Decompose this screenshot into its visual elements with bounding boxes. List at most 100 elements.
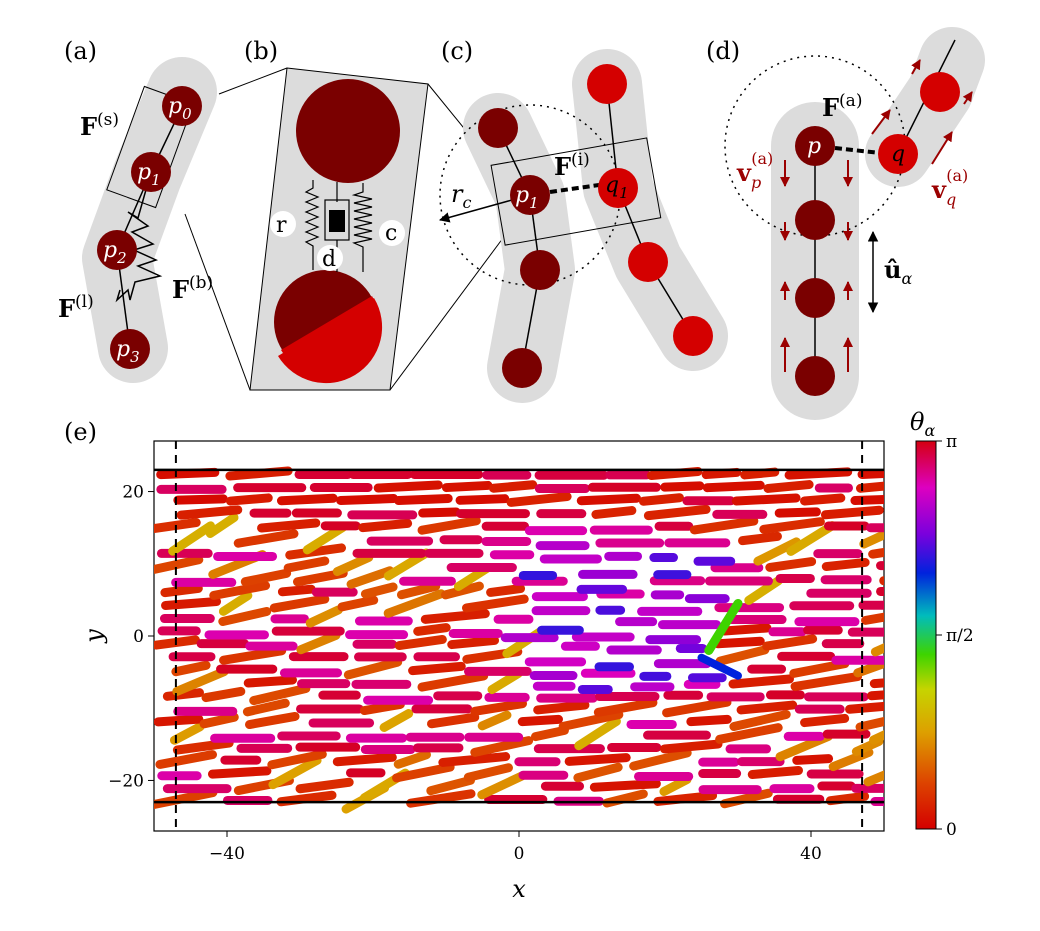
filament [160,583,203,598]
filament [697,653,742,680]
filament [205,513,239,538]
label-d-p: p [807,134,821,159]
filament [789,659,850,678]
filament [169,722,205,745]
filament [233,529,299,548]
filament [463,763,513,782]
filament [440,581,484,600]
y-tick-label: 20 [122,483,144,503]
label-p3: p3 [116,337,140,366]
filament [155,750,217,769]
filament [154,714,204,727]
filament [870,643,884,657]
filament [857,468,884,479]
label-force-l: F(l) [58,292,94,323]
filament [488,480,538,493]
panel-label-c: (c) [441,37,473,65]
filament [346,566,395,589]
filament [728,674,794,689]
plot-area: −40 0 40 −20 0 20 x y [80,440,885,903]
x-tick-label: 40 [800,844,822,864]
filament [845,701,884,714]
filament [438,752,511,767]
filament [477,710,512,731]
filament [487,668,523,695]
filament [821,557,870,572]
filament [869,730,884,745]
filament [242,698,290,717]
filament [267,749,327,770]
filament [199,712,239,729]
label-c-p1: p1 [515,183,539,212]
filament [245,711,300,730]
label-velocity-q: vq(a) [931,166,968,209]
label-force-s: F(s) [80,110,119,141]
x-axis-ticks: −40 0 40 [209,831,822,864]
filament [574,716,621,751]
filament [168,521,216,556]
filament [799,493,846,506]
filament [736,700,798,715]
label-d-q: q [891,142,905,167]
filament-field [154,466,884,814]
filament-shadow-c1 [463,93,575,403]
filament [713,636,765,649]
filament [447,635,500,650]
filament [383,589,446,618]
filament [302,522,348,555]
filament [154,555,204,574]
filament [719,623,772,636]
panel-d-diagram: p q F(a) vp(a) vq(a) ûα [724,27,985,420]
label-element-r: r [276,213,287,238]
y-axis-ticks: −20 0 20 [108,483,154,791]
y-tick-label: −20 [108,771,144,791]
filament [784,467,853,480]
colorbar-label: θα [910,408,935,440]
filament [786,521,837,556]
filament [704,599,743,655]
panel-label-e: (e) [64,418,97,446]
filament [593,698,658,717]
filament [747,765,803,780]
panel-label-b: (b) [244,37,278,65]
colorbar-ticks: 0 π/2 π [936,432,974,840]
filament [426,712,480,729]
filament [393,750,431,769]
filament [462,594,529,613]
filament [394,634,447,651]
colorbar-tick-label: π/2 [946,626,974,646]
panel-c-diagram: p1 q1 rc F(i) [438,49,728,403]
filament [589,779,661,792]
label-p0: p0 [168,94,192,123]
filament [225,466,293,481]
filament [413,623,451,636]
filament [277,584,316,597]
filament [219,646,287,665]
filament [240,568,292,587]
filament [359,699,405,716]
colorbar-tick-label: 0 [946,820,957,840]
filament [470,736,534,757]
filament [207,766,272,779]
filament [172,738,234,755]
particle-d-p [795,126,835,166]
filament [269,594,330,613]
particle-c-p1 [510,175,550,215]
filament [759,517,825,534]
filament [660,481,705,492]
filament [408,661,466,676]
particle-d-q [878,134,918,174]
filament [765,557,817,572]
filament [689,516,759,535]
filament [360,582,398,599]
filament [176,505,243,520]
filament [201,686,246,703]
filament [249,683,311,706]
filament [763,480,814,493]
filament [172,667,229,696]
filament [417,671,489,692]
filament [856,481,884,493]
filament [268,755,322,790]
filament [762,634,818,651]
